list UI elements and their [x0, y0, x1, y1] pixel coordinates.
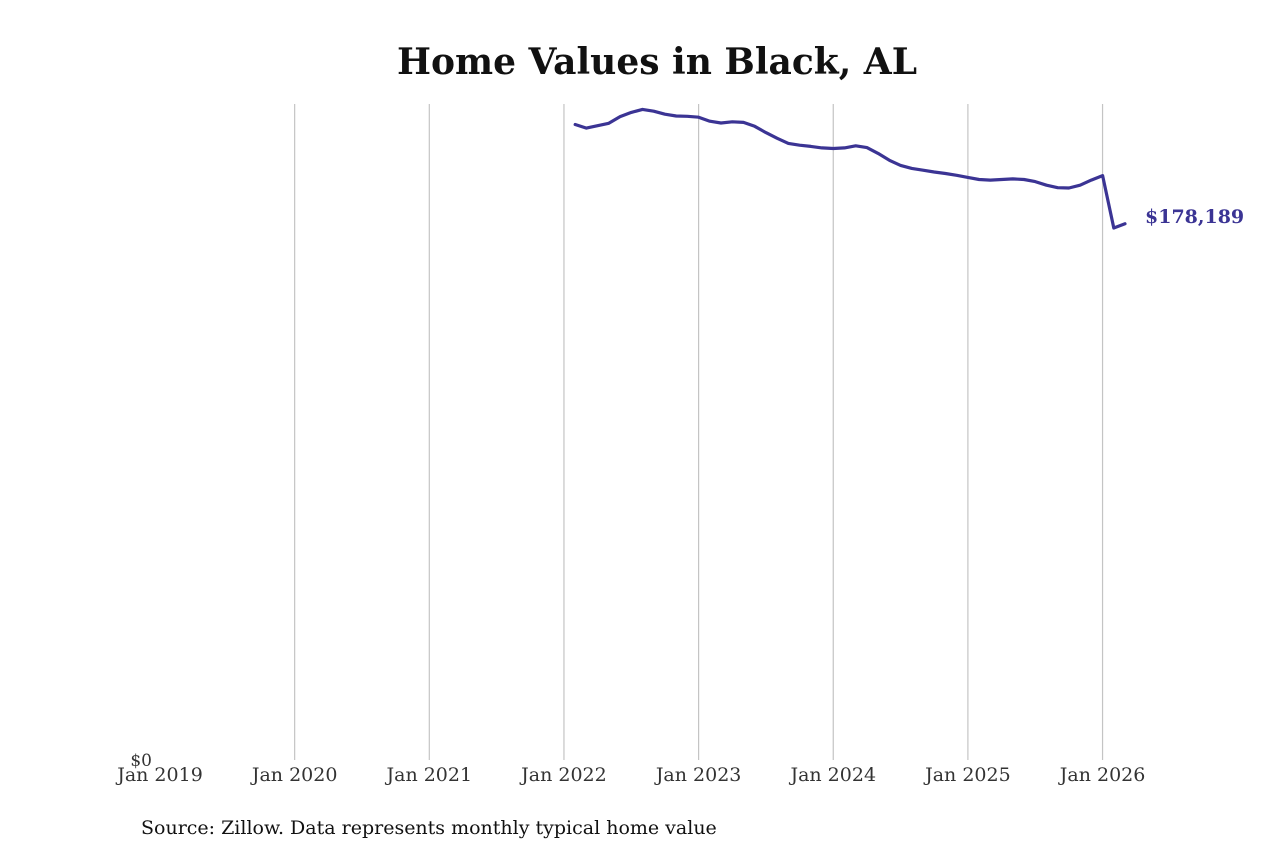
- home-value-line: [573, 107, 1127, 230]
- y-tick-label-0: $0: [130, 751, 152, 771]
- y-axis-tick-labels: $0: [130, 751, 152, 771]
- x-tick-label-2026: Jan 2026: [1058, 764, 1146, 786]
- x-tick-label-2022: Jan 2022: [519, 764, 607, 786]
- x-axis-tick-labels: Jan 2019 Jan 2020 Jan 2021 Jan 2022 Jan 2023…: [115, 764, 1145, 786]
- vertical-gridlines: [294, 104, 1104, 760]
- x-tick-label-2020: Jan 2020: [250, 764, 338, 786]
- series-group: [573, 107, 1127, 230]
- source-note: Source: Zillow. Data represents monthly …: [141, 817, 717, 839]
- chart-title: Home Values in Black, AL: [397, 41, 917, 83]
- x-tick-label-2019: Jan 2019: [115, 764, 203, 786]
- x-tick-label-2025: Jan 2025: [923, 764, 1011, 786]
- x-tick-label-2023: Jan 2023: [654, 764, 742, 786]
- x-tick-label-2024: Jan 2024: [788, 764, 876, 786]
- last-value-label: $178,189: [1145, 206, 1244, 228]
- x-tick-label-2021: Jan 2021: [385, 764, 473, 786]
